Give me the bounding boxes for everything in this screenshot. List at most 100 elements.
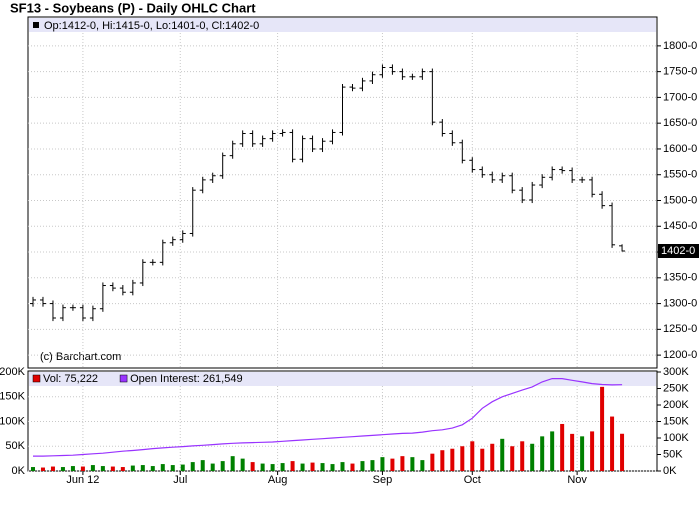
volume-bar xyxy=(430,453,435,471)
volume-bar xyxy=(590,431,595,471)
y-tick-label: 1750-0 xyxy=(663,66,697,78)
volume-bar xyxy=(80,466,85,471)
x-tick-label: Nov xyxy=(567,474,587,486)
volume-bar xyxy=(490,443,495,471)
y2-tick-label: 100K xyxy=(663,432,689,444)
volume-bar xyxy=(560,423,565,471)
volume-bar xyxy=(130,465,135,471)
volume-bar xyxy=(280,463,285,471)
volume-bar xyxy=(40,467,45,471)
volume-bar xyxy=(390,458,395,471)
volume-header xyxy=(29,372,656,386)
volume-bar xyxy=(530,443,535,471)
volume-bar xyxy=(160,464,165,471)
legend-label: Vol: 75,222 xyxy=(43,373,98,385)
volume-bar xyxy=(290,461,295,471)
volume-bar xyxy=(230,456,235,471)
volume-bar xyxy=(300,463,305,471)
volume-bar xyxy=(610,416,615,471)
y-tick-label: 150K xyxy=(0,391,26,403)
volume-bar xyxy=(120,467,125,471)
oi-line xyxy=(33,378,623,457)
y2-tick-label: 150K xyxy=(663,415,689,427)
y2-tick-label: 50K xyxy=(663,448,683,460)
watermark: (c) Barchart.com xyxy=(40,351,121,363)
volume-bar xyxy=(360,461,365,471)
volume-bar xyxy=(50,466,55,471)
volume-bar xyxy=(380,457,385,471)
volume-bar xyxy=(310,462,315,471)
volume-bar xyxy=(190,462,195,471)
legend-swatch xyxy=(33,22,39,28)
x-tick-label: Sep xyxy=(373,474,393,486)
y2-tick-label: 300K xyxy=(663,366,689,378)
legend-swatch xyxy=(32,374,41,383)
volume-bar xyxy=(540,436,545,471)
y-tick-label: 1500-0 xyxy=(663,194,697,206)
volume-bar xyxy=(450,448,455,471)
legend-text: Op:1412-0, Hi:1415-0, Lo:1401-0, Cl:1402… xyxy=(44,20,259,32)
volume-bar xyxy=(330,464,335,471)
volume-bar xyxy=(600,386,605,471)
volume-bar xyxy=(70,466,75,471)
y-tick-label: 1350-0 xyxy=(663,272,697,284)
volume-bar xyxy=(180,464,185,471)
volume-bar xyxy=(460,446,465,471)
y-tick-label: 1550-0 xyxy=(663,169,697,181)
volume-bar xyxy=(200,460,205,471)
y-tick-label: 100K xyxy=(0,415,26,427)
volume-bar xyxy=(270,464,275,471)
y-tick-label: 1450-0 xyxy=(663,220,697,232)
y2-tick-label: 0K xyxy=(663,465,677,477)
legend-swatch xyxy=(119,374,128,383)
volume-bar xyxy=(370,460,375,471)
x-tick-label: Oct xyxy=(464,474,481,486)
volume-bar xyxy=(30,467,35,471)
y-tick-label: 1650-0 xyxy=(663,117,697,129)
x-tick-label: Jun 12 xyxy=(66,474,99,486)
legend-label: Open Interest: 261,549 xyxy=(130,373,243,385)
volume-bar xyxy=(60,467,65,471)
volume-bar xyxy=(320,463,325,471)
volume-bar xyxy=(220,461,225,471)
volume-bar xyxy=(150,466,155,471)
volume-bar xyxy=(580,436,585,471)
volume-bar xyxy=(250,462,255,471)
volume-bar xyxy=(210,463,215,471)
price-panel xyxy=(27,16,658,369)
volume-bar xyxy=(420,460,425,471)
volume-bar xyxy=(110,466,115,471)
volume-bar xyxy=(550,431,555,471)
y-tick-label: 1600-0 xyxy=(663,143,697,155)
y-tick-label: 1200-0 xyxy=(663,349,697,361)
volume-bar xyxy=(470,441,475,471)
volume-bar xyxy=(350,463,355,471)
volume-bar xyxy=(620,433,625,471)
y-tick-label: 1700-0 xyxy=(663,91,697,103)
volume-bar xyxy=(400,456,405,471)
volume-bar xyxy=(480,448,485,471)
volume-bar xyxy=(170,465,175,471)
price-header xyxy=(29,18,656,32)
volume-bar xyxy=(570,433,575,471)
y-tick-label: 50K xyxy=(5,440,25,452)
x-tick-label: Aug xyxy=(268,474,288,486)
y-tick-label: 1250-0 xyxy=(663,323,697,335)
volume-bar xyxy=(440,450,445,471)
volume-bar xyxy=(500,438,505,471)
x-tick-label: Jul xyxy=(173,474,187,486)
volume-bar xyxy=(90,465,95,471)
volume-bar xyxy=(410,457,415,471)
last-price-label: 1402-0 xyxy=(661,245,695,257)
y2-tick-label: 200K xyxy=(663,399,689,411)
volume-bar xyxy=(100,466,105,471)
volume-bar xyxy=(240,458,245,471)
y-tick-label: 0K xyxy=(12,465,26,477)
volume-bar xyxy=(140,465,145,471)
chart-title: SF13 - Soybeans (P) - Daily OHLC Chart xyxy=(10,0,256,15)
y2-tick-label: 250K xyxy=(663,382,689,394)
y-tick-label: 1300-0 xyxy=(663,297,697,309)
volume-bar xyxy=(340,462,345,471)
y-tick-label: 200K xyxy=(0,366,26,378)
